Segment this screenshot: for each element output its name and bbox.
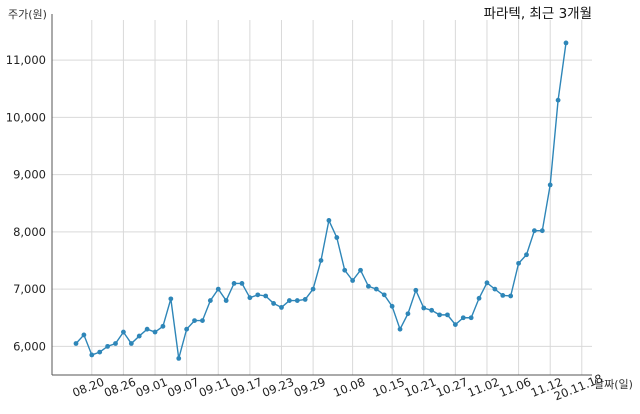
chart-title: 파라텍, 최근 3개월 [484,6,592,22]
data-point [547,182,553,188]
data-point [373,286,379,292]
x-tick-label: 11.02 [466,375,502,400]
y-tick-label: 7,000 [13,282,46,296]
data-point [168,296,174,302]
data-point [326,218,332,223]
data-point [152,329,158,335]
data-point [255,292,261,298]
data-point [366,283,371,289]
x-tick-label: 10.27 [434,375,470,400]
y-tick-label: 11,000 [6,53,46,67]
x-tick-label: 09.07 [165,375,201,400]
grid [52,20,592,375]
x-axis-title: 날짜(일) [594,377,633,391]
data-point [508,293,514,299]
series [73,40,569,361]
data-point [215,286,221,292]
data-point [516,260,521,266]
data-point [200,318,205,324]
data-point [144,326,150,332]
data-point [358,267,363,273]
data-point [476,295,482,301]
data-point [192,318,197,324]
data-point [524,252,529,258]
data-point [302,297,308,302]
data-point [73,341,79,346]
data-point [500,293,506,298]
data-point [318,258,324,263]
data-point [136,333,142,339]
data-point [176,355,182,361]
data-point [555,97,561,103]
data-point [397,326,403,332]
data-point [263,293,269,299]
x-tick-label: 10.15 [371,375,407,400]
data-point [239,280,245,286]
data-point [231,280,237,286]
y-axis-title: 주가(원) [8,8,47,21]
x-tick-label: 09.11 [197,375,233,400]
data-point [286,298,292,303]
data-point [531,228,537,234]
data-point [89,352,95,358]
y-tick-label: 6,000 [13,339,46,353]
data-point [160,323,166,329]
y-tick-label: 9,000 [13,168,46,182]
data-point [452,322,458,328]
data-point [334,235,340,240]
data-point [97,349,103,355]
data-point [223,298,229,303]
data-point [468,315,474,321]
data-point [294,298,300,303]
x-tick-label: 09.29 [292,375,328,400]
x-tick-label: 09.23 [260,375,296,400]
data-point [429,307,435,313]
data-point [128,341,134,346]
data-point [460,315,466,321]
data-point [350,278,356,283]
data-point [113,341,118,346]
axes [51,14,592,376]
data-point [247,295,253,301]
tick-labels: 6,000 7,000 8,000 9,000 10,000 11,000 08.2008.… [6,53,605,403]
data-point [279,305,284,310]
x-tick-label: 10.21 [402,375,438,400]
data-point [492,286,498,292]
data-point [563,40,569,46]
data-point [81,332,87,338]
data-point [207,298,213,303]
data-point [121,329,126,335]
data-point [105,343,111,349]
x-tick-label: 08.20 [70,375,106,400]
data-point [310,286,316,292]
data-point [184,326,190,332]
x-tick-label: 11.06 [497,375,533,400]
data-point [389,303,395,309]
y-tick-label: 10,000 [6,110,46,124]
data-point [381,292,387,298]
data-point [342,267,348,273]
y-tick-label: 8,000 [13,225,46,239]
data-point [437,312,442,318]
data-point [484,280,490,286]
price-line [75,42,567,359]
x-tick-label: 10.08 [331,375,367,400]
x-tick-label: 08.26 [102,375,138,400]
x-tick-label: 09.01 [134,375,170,400]
data-point [445,312,450,318]
x-tick-label: 09.17 [228,375,264,400]
data-point [421,305,427,311]
data-point [413,287,419,293]
data-point [405,311,411,317]
data-point [271,301,276,306]
data-point [539,228,545,234]
